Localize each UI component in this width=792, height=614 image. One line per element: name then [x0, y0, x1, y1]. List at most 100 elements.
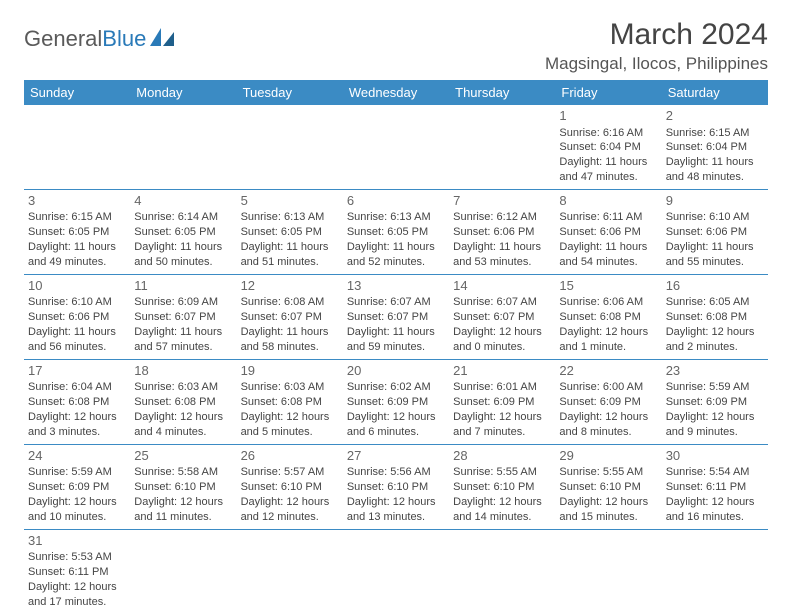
calendar-table: SundayMondayTuesdayWednesdayThursdayFrid…	[24, 80, 768, 614]
weekday-header: Saturday	[662, 80, 768, 105]
day-number: 6	[347, 192, 445, 210]
day-number: 27	[347, 447, 445, 465]
logo: GeneralBlue	[24, 18, 176, 52]
daylight-text: Daylight: 11 hours and 56 minutes.	[28, 325, 126, 355]
day-number: 18	[134, 362, 232, 380]
daylight-text: Daylight: 12 hours and 4 minutes.	[134, 410, 232, 440]
day-number: 16	[666, 277, 764, 295]
sunset-text: Sunset: 6:07 PM	[134, 310, 232, 325]
calendar-cell: 24Sunrise: 5:59 AMSunset: 6:09 PMDayligh…	[24, 444, 130, 529]
sunrise-text: Sunrise: 5:56 AM	[347, 465, 445, 480]
day-number: 14	[453, 277, 551, 295]
sunrise-text: Sunrise: 6:06 AM	[559, 295, 657, 310]
sunrise-text: Sunrise: 6:13 AM	[347, 210, 445, 225]
day-number: 10	[28, 277, 126, 295]
calendar-cell: 14Sunrise: 6:07 AMSunset: 6:07 PMDayligh…	[449, 274, 555, 359]
sunset-text: Sunset: 6:06 PM	[559, 225, 657, 240]
sunset-text: Sunset: 6:06 PM	[666, 225, 764, 240]
daylight-text: Daylight: 12 hours and 13 minutes.	[347, 495, 445, 525]
daylight-text: Daylight: 12 hours and 15 minutes.	[559, 495, 657, 525]
sunset-text: Sunset: 6:09 PM	[28, 480, 126, 495]
day-number: 15	[559, 277, 657, 295]
sunset-text: Sunset: 6:09 PM	[559, 395, 657, 410]
day-number: 8	[559, 192, 657, 210]
sunrise-text: Sunrise: 6:13 AM	[241, 210, 339, 225]
calendar-cell: 19Sunrise: 6:03 AMSunset: 6:08 PMDayligh…	[237, 359, 343, 444]
logo-text-b: Blue	[102, 26, 146, 52]
daylight-text: Daylight: 12 hours and 10 minutes.	[28, 495, 126, 525]
logo-text-a: General	[24, 26, 102, 52]
day-number: 1	[559, 107, 657, 125]
calendar-cell: 25Sunrise: 5:58 AMSunset: 6:10 PMDayligh…	[130, 444, 236, 529]
location: Magsingal, Ilocos, Philippines	[545, 54, 768, 74]
calendar-cell-empty	[662, 529, 768, 613]
day-number: 3	[28, 192, 126, 210]
weekday-header: Wednesday	[343, 80, 449, 105]
day-number: 20	[347, 362, 445, 380]
calendar-cell: 21Sunrise: 6:01 AMSunset: 6:09 PMDayligh…	[449, 359, 555, 444]
sunrise-text: Sunrise: 5:57 AM	[241, 465, 339, 480]
sunset-text: Sunset: 6:06 PM	[453, 225, 551, 240]
sunset-text: Sunset: 6:10 PM	[559, 480, 657, 495]
calendar-cell: 20Sunrise: 6:02 AMSunset: 6:09 PMDayligh…	[343, 359, 449, 444]
calendar-row: 17Sunrise: 6:04 AMSunset: 6:08 PMDayligh…	[24, 359, 768, 444]
calendar-cell: 22Sunrise: 6:00 AMSunset: 6:09 PMDayligh…	[555, 359, 661, 444]
calendar-row: 1Sunrise: 6:16 AMSunset: 6:04 PMDaylight…	[24, 105, 768, 189]
calendar-head: SundayMondayTuesdayWednesdayThursdayFrid…	[24, 80, 768, 105]
daylight-text: Daylight: 12 hours and 12 minutes.	[241, 495, 339, 525]
daylight-text: Daylight: 11 hours and 48 minutes.	[666, 155, 764, 185]
sunrise-text: Sunrise: 6:15 AM	[28, 210, 126, 225]
calendar-cell: 15Sunrise: 6:06 AMSunset: 6:08 PMDayligh…	[555, 274, 661, 359]
sunset-text: Sunset: 6:06 PM	[28, 310, 126, 325]
sunrise-text: Sunrise: 5:59 AM	[28, 465, 126, 480]
day-number: 5	[241, 192, 339, 210]
sunset-text: Sunset: 6:08 PM	[28, 395, 126, 410]
sunset-text: Sunset: 6:04 PM	[559, 140, 657, 155]
calendar-row: 24Sunrise: 5:59 AMSunset: 6:09 PMDayligh…	[24, 444, 768, 529]
sunrise-text: Sunrise: 5:54 AM	[666, 465, 764, 480]
calendar-cell-empty	[237, 529, 343, 613]
weekday-header: Thursday	[449, 80, 555, 105]
calendar-cell-empty	[130, 529, 236, 613]
sunrise-text: Sunrise: 5:55 AM	[453, 465, 551, 480]
calendar-cell: 28Sunrise: 5:55 AMSunset: 6:10 PMDayligh…	[449, 444, 555, 529]
daylight-text: Daylight: 11 hours and 51 minutes.	[241, 240, 339, 270]
calendar-cell-empty	[130, 105, 236, 189]
daylight-text: Daylight: 12 hours and 14 minutes.	[453, 495, 551, 525]
calendar-cell: 16Sunrise: 6:05 AMSunset: 6:08 PMDayligh…	[662, 274, 768, 359]
sunrise-text: Sunrise: 6:02 AM	[347, 380, 445, 395]
sunset-text: Sunset: 6:11 PM	[666, 480, 764, 495]
sunset-text: Sunset: 6:08 PM	[666, 310, 764, 325]
calendar-cell: 12Sunrise: 6:08 AMSunset: 6:07 PMDayligh…	[237, 274, 343, 359]
sunrise-text: Sunrise: 6:07 AM	[453, 295, 551, 310]
sunset-text: Sunset: 6:08 PM	[241, 395, 339, 410]
calendar-cell-empty	[343, 105, 449, 189]
day-number: 30	[666, 447, 764, 465]
daylight-text: Daylight: 11 hours and 55 minutes.	[666, 240, 764, 270]
weekday-header: Tuesday	[237, 80, 343, 105]
sunset-text: Sunset: 6:11 PM	[28, 565, 126, 580]
daylight-text: Daylight: 11 hours and 59 minutes.	[347, 325, 445, 355]
calendar-cell-empty	[555, 529, 661, 613]
daylight-text: Daylight: 11 hours and 52 minutes.	[347, 240, 445, 270]
day-number: 12	[241, 277, 339, 295]
calendar-cell: 1Sunrise: 6:16 AMSunset: 6:04 PMDaylight…	[555, 105, 661, 189]
calendar-cell: 2Sunrise: 6:15 AMSunset: 6:04 PMDaylight…	[662, 105, 768, 189]
sunset-text: Sunset: 6:07 PM	[453, 310, 551, 325]
calendar-cell: 3Sunrise: 6:15 AMSunset: 6:05 PMDaylight…	[24, 189, 130, 274]
daylight-text: Daylight: 11 hours and 47 minutes.	[559, 155, 657, 185]
sunset-text: Sunset: 6:05 PM	[134, 225, 232, 240]
calendar-cell-empty	[24, 105, 130, 189]
sunrise-text: Sunrise: 6:12 AM	[453, 210, 551, 225]
sunset-text: Sunset: 6:07 PM	[241, 310, 339, 325]
day-number: 7	[453, 192, 551, 210]
sunrise-text: Sunrise: 6:03 AM	[241, 380, 339, 395]
daylight-text: Daylight: 12 hours and 6 minutes.	[347, 410, 445, 440]
daylight-text: Daylight: 12 hours and 16 minutes.	[666, 495, 764, 525]
calendar-cell: 30Sunrise: 5:54 AMSunset: 6:11 PMDayligh…	[662, 444, 768, 529]
daylight-text: Daylight: 11 hours and 58 minutes.	[241, 325, 339, 355]
sunset-text: Sunset: 6:08 PM	[134, 395, 232, 410]
day-number: 26	[241, 447, 339, 465]
calendar-cell-empty	[237, 105, 343, 189]
sunrise-text: Sunrise: 6:07 AM	[347, 295, 445, 310]
